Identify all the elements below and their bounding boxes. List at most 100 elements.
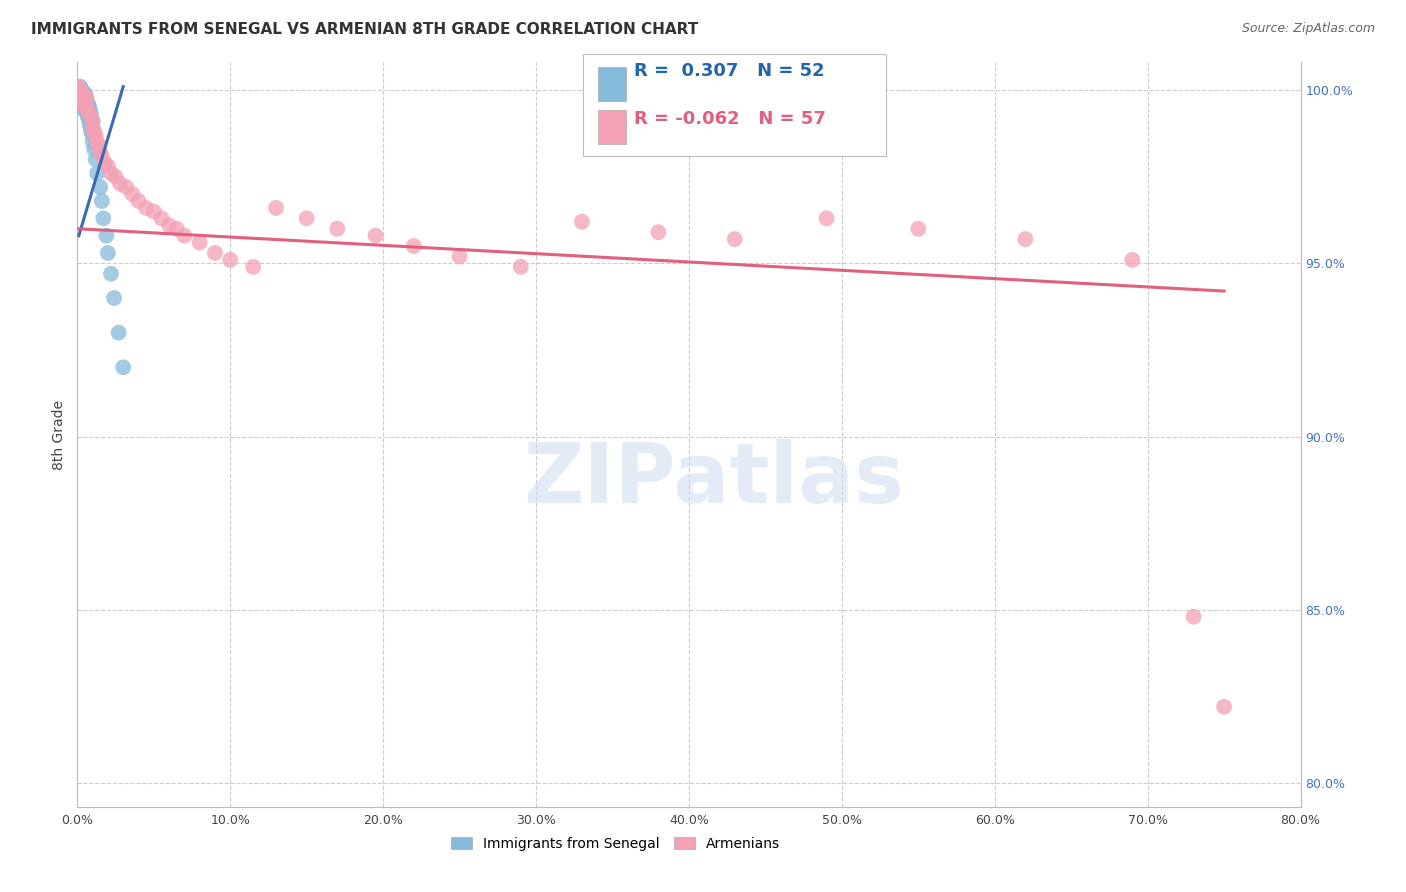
Point <box>97 160 120 174</box>
Point <box>112 360 135 375</box>
Point <box>402 239 425 253</box>
Point <box>647 225 669 239</box>
Point <box>69 94 91 108</box>
Point <box>77 97 100 112</box>
Point <box>82 128 104 143</box>
Point <box>69 90 91 104</box>
Point <box>157 219 180 233</box>
Point <box>104 169 127 184</box>
Point <box>90 149 112 163</box>
Point <box>82 135 104 149</box>
Point <box>84 153 107 167</box>
Point <box>79 103 101 118</box>
Point <box>135 201 157 215</box>
Point <box>326 221 349 235</box>
Point <box>82 114 104 128</box>
Point <box>82 114 104 128</box>
Point <box>219 252 242 267</box>
Point <box>76 97 98 112</box>
Point <box>724 232 747 246</box>
Point <box>295 211 318 226</box>
Point <box>89 180 111 194</box>
Point <box>76 103 98 118</box>
Point <box>79 107 101 121</box>
Text: ZIPatlas: ZIPatlas <box>523 439 904 520</box>
Point <box>77 100 100 114</box>
Point <box>69 87 91 101</box>
Point <box>96 228 118 243</box>
Point <box>70 87 93 101</box>
Text: Source: ZipAtlas.com: Source: ZipAtlas.com <box>1241 22 1375 36</box>
Point <box>73 100 96 114</box>
Point <box>79 118 101 132</box>
Point <box>67 87 90 101</box>
Point <box>509 260 531 274</box>
Point <box>73 94 96 108</box>
Text: R =  0.307   N = 52: R = 0.307 N = 52 <box>634 62 825 80</box>
Text: R = -0.062   N = 57: R = -0.062 N = 57 <box>634 110 825 128</box>
Point <box>70 90 93 104</box>
Point <box>90 194 112 208</box>
Point <box>72 87 94 101</box>
Point <box>72 97 94 112</box>
Point <box>80 121 103 136</box>
Point <box>76 90 98 104</box>
Point <box>87 138 110 153</box>
Point <box>115 180 138 194</box>
Point <box>73 87 96 101</box>
Point <box>79 111 101 125</box>
Point <box>70 87 93 101</box>
Point <box>150 211 173 226</box>
Point <box>73 97 96 112</box>
Point <box>77 111 100 125</box>
Point <box>91 211 114 226</box>
Point <box>907 221 929 235</box>
Text: IMMIGRANTS FROM SENEGAL VS ARMENIAN 8TH GRADE CORRELATION CHART: IMMIGRANTS FROM SENEGAL VS ARMENIAN 8TH … <box>31 22 699 37</box>
Point <box>100 166 122 180</box>
Point <box>73 90 96 104</box>
Point <box>67 83 90 97</box>
Point <box>72 100 94 114</box>
Point <box>89 145 111 160</box>
Legend: Immigrants from Senegal, Armenians: Immigrants from Senegal, Armenians <box>446 831 786 856</box>
Point <box>70 94 93 108</box>
Point <box>107 326 129 340</box>
Point <box>166 221 188 235</box>
Point <box>73 94 96 108</box>
Point <box>70 94 93 108</box>
Point <box>77 103 100 118</box>
Point <box>173 228 195 243</box>
Point <box>80 114 103 128</box>
Point <box>1014 232 1036 246</box>
Point <box>94 156 117 170</box>
Point <box>108 177 131 191</box>
Point <box>70 97 93 112</box>
Point <box>142 204 165 219</box>
Point <box>103 291 125 305</box>
Point <box>80 125 103 139</box>
Point <box>84 128 107 143</box>
Point <box>1182 609 1205 624</box>
Point <box>86 135 108 149</box>
Point <box>82 121 104 136</box>
Point <box>1121 252 1143 267</box>
Y-axis label: 8th Grade: 8th Grade <box>52 400 66 470</box>
Point <box>67 79 90 94</box>
Point <box>76 94 98 108</box>
Point <box>76 97 98 112</box>
Point <box>69 79 91 94</box>
Point <box>79 100 101 114</box>
Point <box>1213 699 1236 714</box>
Point <box>571 215 593 229</box>
Point <box>73 103 96 118</box>
Point <box>121 187 143 202</box>
Point <box>264 201 287 215</box>
Point <box>67 90 90 104</box>
Point <box>76 100 98 114</box>
Point <box>83 125 105 139</box>
Point <box>97 246 120 260</box>
Point <box>815 211 838 226</box>
Point <box>127 194 149 208</box>
Point <box>449 249 471 263</box>
Point <box>72 90 94 104</box>
